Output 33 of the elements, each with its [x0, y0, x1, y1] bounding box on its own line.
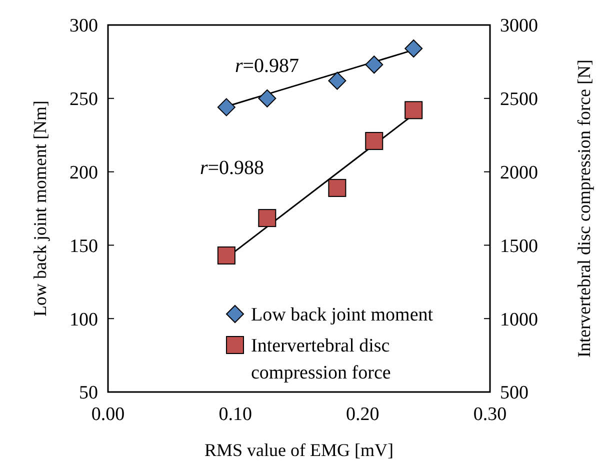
x-tick-label: 0.00	[91, 404, 125, 425]
y-tick-label: 300	[70, 16, 98, 37]
y2-tick-label: 1000	[500, 309, 538, 330]
x-tick-label: 0.10	[218, 404, 252, 425]
annotation: r=0.988	[200, 157, 264, 179]
annotation: r=0.987	[234, 55, 300, 77]
point	[258, 209, 276, 228]
point	[328, 72, 346, 90]
y2-axis-title: Intervertebral disc compression force [N]	[574, 60, 594, 358]
point	[365, 56, 384, 74]
y2-tick-label: 3000	[500, 16, 538, 37]
x-axis-title: RMS value of EMG [mV]	[204, 440, 394, 460]
y-tick-label: 200	[70, 162, 98, 184]
y2-tick-label: 2000	[500, 162, 538, 184]
point	[217, 98, 236, 116]
y2-tick-label: 2500	[500, 89, 538, 110]
y2-tick-label: 1500	[500, 236, 538, 257]
y-axis-title: Low back joint moment [Nm]	[30, 100, 50, 316]
y-tick-label: 50	[79, 382, 98, 404]
x-tick-label: 0.20	[346, 404, 380, 425]
x-tick-label: 0.30	[473, 404, 507, 425]
legend-label: Low back joint moment	[251, 304, 434, 326]
y2-tick-label: 500	[500, 382, 528, 404]
legend-label: Intervertebral disc compression force	[251, 336, 391, 384]
point	[404, 101, 423, 120]
y-tick-label: 150	[70, 236, 98, 257]
point	[328, 178, 346, 197]
point	[365, 132, 384, 150]
y-tick-label: 250	[70, 89, 98, 110]
point	[258, 89, 276, 108]
point	[404, 39, 423, 58]
y-tick-label: 100	[70, 309, 98, 330]
point	[217, 246, 236, 264]
